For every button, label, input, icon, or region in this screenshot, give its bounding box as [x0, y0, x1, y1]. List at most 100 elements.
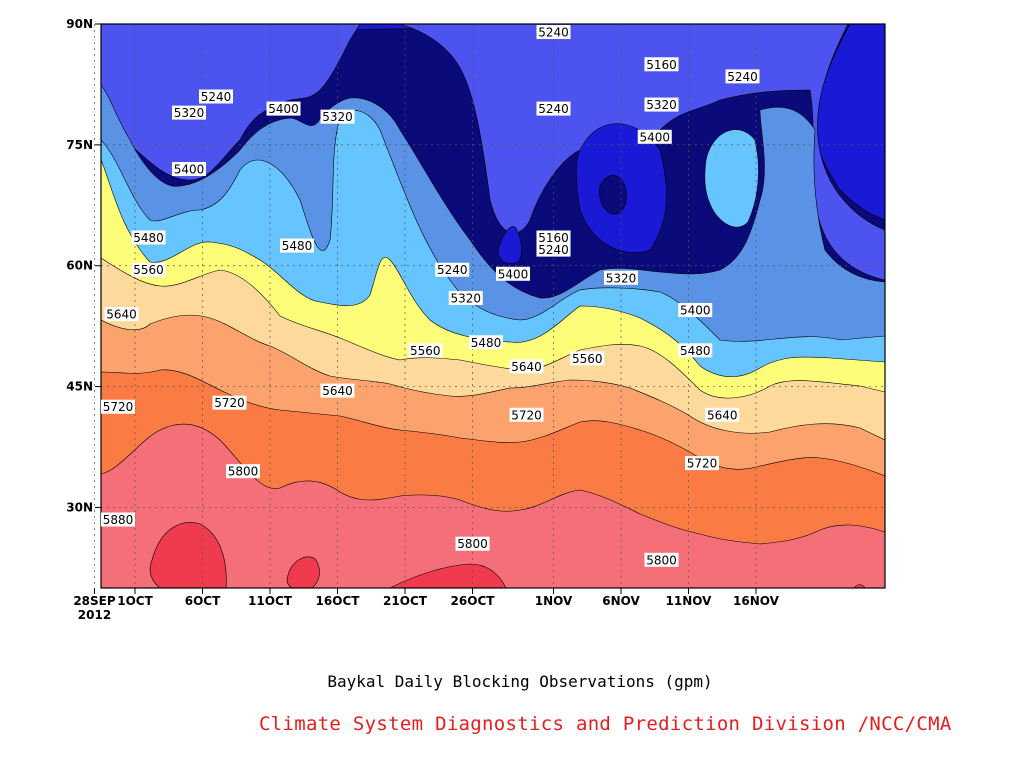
contour-label-text: 5560: [133, 263, 164, 277]
x-tick-label: 11NOV: [666, 594, 713, 608]
contour-label-box: [705, 407, 740, 422]
contour-label-box: [570, 351, 605, 366]
contour-label-text: 5560: [572, 352, 603, 366]
contour-label: 5640: [104, 307, 139, 322]
contour-label-text: 5720: [214, 396, 245, 410]
contour-label: 5240: [536, 242, 571, 257]
contour-label: 5560: [570, 351, 605, 366]
contour-label-text: 5240: [437, 263, 468, 277]
contour-label: 5160: [536, 230, 571, 245]
contour-label-box: [644, 97, 679, 112]
contour-label: 5800: [226, 464, 260, 479]
contour-label-text: 5640: [106, 308, 137, 322]
contour-label-box: [536, 230, 571, 245]
contour-label: 5320: [644, 97, 679, 112]
contour-label: 5800: [644, 552, 679, 567]
contour-label-text: 5240: [538, 102, 569, 116]
contour-label: 5800: [455, 536, 490, 551]
y-tick-label: 90N: [66, 17, 93, 31]
contour-label-box: [637, 129, 672, 144]
contour-label-text: 5800: [646, 553, 677, 567]
contour-label-box: [509, 359, 544, 374]
y-tick-label: 60N: [66, 259, 93, 273]
x-tick-label: 1NOV: [535, 594, 573, 608]
x-tick-label: 1OCT: [117, 594, 153, 608]
contour-label: 5720: [101, 399, 135, 414]
fill-5880-blob3: [389, 563, 507, 588]
contour-label-text: 5320: [322, 110, 353, 124]
contour-label: 5640: [320, 383, 355, 398]
contour-label: 5720: [685, 456, 719, 471]
contour-label-box: [725, 69, 760, 84]
contour-label-box: [101, 399, 135, 414]
contour-label: 5240: [199, 89, 233, 104]
fill-5880-blob2: [286, 556, 320, 588]
contour-label-box: [320, 109, 355, 124]
contour-label: 5480: [678, 343, 713, 358]
contour-label: 5720: [509, 407, 544, 422]
contour-label-text: 5560: [410, 344, 441, 358]
contour-label: 5240: [536, 101, 571, 116]
contour-label-text: 5240: [201, 90, 232, 104]
contour-label-box: [496, 266, 530, 281]
contour-label-box: [199, 89, 233, 104]
contour-label-text: 5240: [538, 243, 569, 257]
contour-label-box: [509, 407, 544, 422]
contour-label-text: 5640: [322, 384, 353, 398]
contour-label: 5480: [131, 230, 166, 245]
contour-label-text: 5720: [687, 457, 718, 471]
contour-label: 5400: [172, 162, 206, 177]
contour-label-text: 5880: [103, 513, 134, 527]
contour-label-box: [131, 262, 166, 277]
fill-5240: [101, 24, 885, 281]
chart-credit: Climate System Diagnostics and Predictio…: [259, 713, 952, 735]
contour-label-text: 5800: [228, 465, 259, 479]
contour-label-text: 5640: [511, 360, 542, 374]
contour-label-box: [104, 307, 139, 322]
fill-5080-blob: [599, 174, 627, 215]
fill-5400-blob: [704, 129, 759, 228]
contour-label-text: 5240: [538, 26, 569, 40]
contour-label-text: 5400: [639, 130, 670, 144]
fill-5880: [149, 522, 227, 588]
contour-label-box: [644, 552, 679, 567]
contour-label-box: [685, 456, 719, 471]
x-tick-label: 26OCT: [451, 594, 496, 608]
contour-label-box: [266, 101, 301, 116]
contour-label-text: 5480: [133, 231, 164, 245]
contour-label: 5320: [172, 105, 206, 120]
contour-label-box: [131, 230, 166, 245]
x-tick-label: 16OCT: [316, 594, 361, 608]
contour-label-box: [226, 464, 260, 479]
contour-label: 5240: [725, 69, 760, 84]
contour-label-box: [101, 512, 135, 527]
contour-label-text: 5160: [538, 231, 569, 245]
contour-label: 5640: [705, 407, 740, 422]
contour-label-text: 5720: [511, 408, 542, 422]
contour-label-text: 5400: [174, 163, 205, 177]
contour-label-box: [678, 303, 713, 318]
contour-label-text: 5320: [646, 98, 677, 112]
chart-title: Baykal Daily Blocking Observations (gpm): [327, 672, 713, 691]
contour-label-box: [604, 270, 638, 285]
contour-label: 5160: [644, 57, 679, 72]
contour-label-text: 5320: [606, 271, 637, 285]
contour-label-box: [536, 101, 571, 116]
y-tick-label: 75N: [66, 138, 93, 152]
contour-label-box: [172, 105, 206, 120]
x-tick-sublabel: 2012: [78, 608, 111, 622]
contour-label-text: 5160: [646, 58, 677, 72]
x-tick-label: 28SEP: [73, 594, 116, 608]
contour-label: 5400: [678, 303, 713, 318]
contour-label-box: [678, 343, 713, 358]
contour-label: 5320: [448, 290, 483, 305]
contour-label-text: 5480: [282, 239, 313, 253]
fill-5800: [101, 423, 885, 588]
contour-label-box: [408, 343, 443, 358]
x-tick-label: 6NOV: [602, 594, 640, 608]
y-axis: 90N 75N 60N 45N 30N: [66, 17, 101, 514]
x-tick-label: 6OCT: [185, 594, 221, 608]
contour-label-box: [536, 25, 571, 40]
contour-label-text: 5320: [450, 291, 481, 305]
